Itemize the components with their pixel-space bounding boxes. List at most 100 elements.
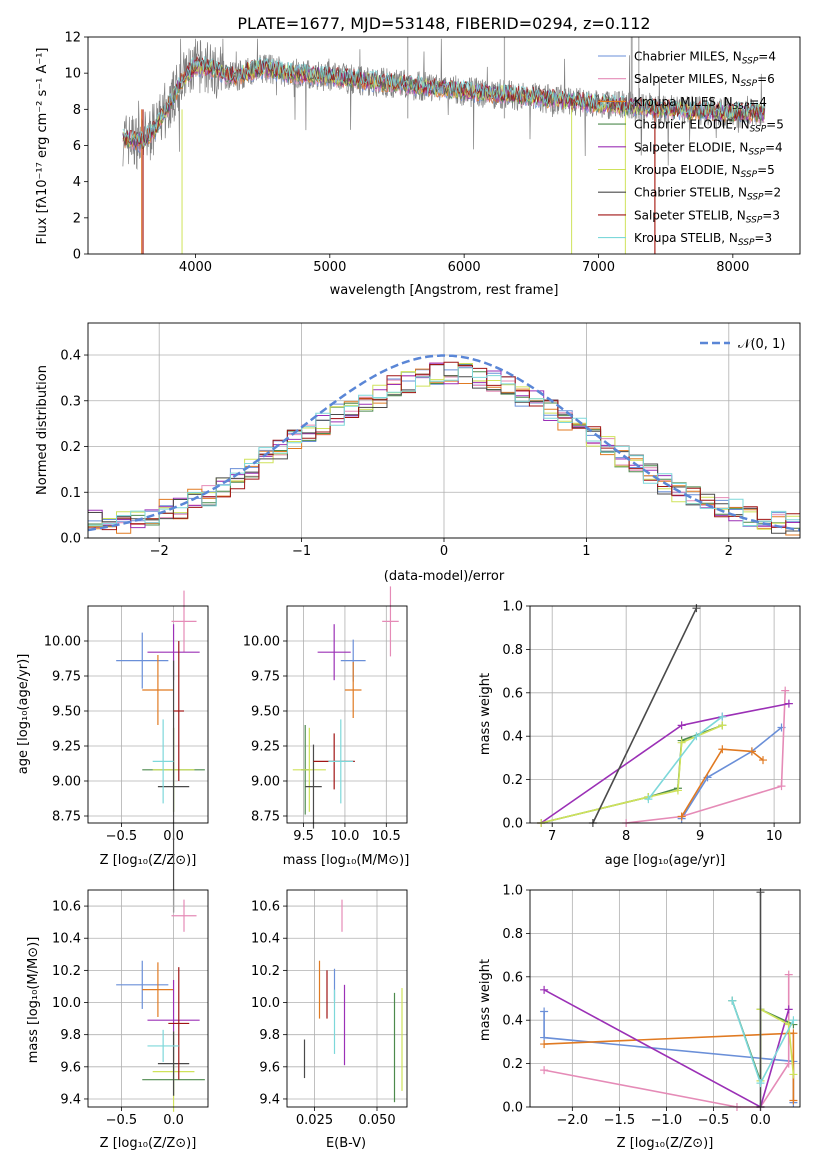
residuals-ylabel: Normed distribution	[35, 365, 50, 495]
weight_vs_age-marker-kroupa-elodie	[673, 786, 682, 795]
weight_vs_age-gridlines	[530, 605, 800, 824]
spectrum-legend: Chabrier MILES, NSSP=4 Salpeter MILES, NS…	[598, 50, 784, 248]
residuals-normal-curve	[87, 354, 801, 532]
weight-vs-Z-xlabel: Z [log₁₀(Z/Z⊙)]	[617, 1136, 714, 1151]
spectrum-xlabel: wavelength [Angstrom, rest frame]	[330, 283, 559, 298]
age_vs_mass-ytick-label: 8.75	[251, 810, 280, 825]
weight_vs_age-line-chabrier-elodie	[540, 724, 723, 824]
spectrum-model-kroupa-stelib	[122, 56, 765, 147]
weight_vs_age-line-chabrier-stelib	[592, 607, 698, 824]
weight_vs_Z-xtick-label: −2.0	[557, 1113, 589, 1128]
weight_vs_age-marker-chabrier-stelib	[692, 604, 701, 613]
weight_vs_Z-marker-salpeter-elodie	[540, 985, 549, 994]
weight_vs_Z-ytick-label: 0.4	[502, 1014, 523, 1029]
weight_vs_age-line-kroupa-elodie	[540, 724, 723, 824]
weight_vs_age-ytick-label: 0.0	[502, 817, 523, 832]
residuals-xlabel: (data-model)/error	[384, 569, 505, 584]
spectrum-panel: PLATE=1677, MJD=53148, FIBERID=0294, z=0…	[35, 14, 801, 298]
residuals-xtick-label: 0	[440, 544, 448, 559]
spectrum-xtick-label: 5000	[313, 260, 346, 275]
residuals-xtick-label: −1	[292, 544, 311, 559]
mass_vs_ebv-xtick-label: 0.050	[358, 1113, 395, 1128]
weight_vs_Z-marker-kroupa-miles	[789, 1096, 798, 1105]
age_vs_mass-frame	[286, 605, 408, 824]
age-vs-Z-xlabel: Z [log₁₀(Z/Z⊙)]	[100, 853, 197, 868]
age_vs_mass-xtick-label: 10.0	[330, 829, 359, 844]
weight-vs-Z-ylabel: mass weight	[478, 959, 493, 1041]
weight_vs_Z-marker-chabrier-stelib	[756, 888, 765, 897]
mass_vs_ebv-ytick-label: 10.4	[251, 932, 280, 947]
age_vs_Z-ytick-label: 9.00	[52, 775, 81, 790]
mass_vs_ebv-ytick-label: 9.4	[259, 1092, 280, 1107]
legend-label: Salpeter MILES, NSSP=6	[634, 72, 775, 89]
weight_vs_age-marker-salpeter-miles	[781, 686, 790, 695]
weight-vs-age-ylabel: mass weight	[478, 673, 493, 755]
weight_vs_age-marker-kroupa-stelib	[644, 795, 653, 804]
spectrum-xtick-label: 6000	[448, 260, 481, 275]
residuals-legend-label: 𝒩(0, 1)	[738, 337, 785, 352]
legend-label: Kroupa STELIB, NSSP=3	[634, 231, 772, 248]
weight_vs_age-marker-kroupa-stelib	[692, 732, 701, 741]
residuals-ytick-label: 0.3	[60, 394, 81, 409]
mass_vs_Z-frame	[87, 889, 209, 1108]
residuals-panel: (data-model)/error Normed distribution −…	[35, 322, 801, 584]
legend-label: Kroupa ELODIE, NSSP=5	[634, 163, 775, 180]
weight_vs_Z-xtick-label: −1.0	[651, 1113, 683, 1128]
weight-vs-Z-panel: Z [log₁₀(Z/Z⊙)] mass weight −2.0 −1.5 −1.0…	[478, 884, 801, 1151]
weight_vs_age-marker-kroupa-elodie	[718, 721, 727, 730]
spectrum-ytick-label: 10	[64, 67, 81, 82]
weight-vs-age-xlabel: age [log₁₀(age/yr)]	[605, 853, 726, 868]
mass-vs-ebv-xlabel: E(B-V)	[326, 1136, 366, 1151]
weight_vs_Z-marker-chabrier-miles	[540, 1007, 549, 1016]
mass_vs_ebv-xtick-label: 0.025	[296, 1113, 333, 1128]
age_vs_Z-xtick-label: −0.5	[106, 829, 138, 844]
weight_vs_Z-marker-kroupa-stelib	[756, 1079, 765, 1088]
weight_vs_age-ytick-label: 1.0	[502, 600, 523, 615]
age_vs_mass-xtick-label: 9.5	[293, 829, 314, 844]
mass_vs_Z-gridlines	[88, 890, 208, 1107]
mass-vs-ebv-panel: E(B-V) 0.025 0.050 9.4 9.6 9.8 10.0 10.2 10.4 10…	[251, 889, 408, 1151]
weight_vs_Z-ytick-label: 0.2	[502, 1057, 523, 1072]
weight_vs_Z-xtick-label: 0.0	[750, 1113, 771, 1128]
mass_vs_Z-ytick-label: 10.2	[52, 964, 81, 979]
legend-label: Salpeter STELIB, NSSP=3	[634, 208, 780, 225]
weight_vs_age-marker-kroupa-elodie	[677, 738, 686, 747]
mass_vs_Z-ytick-label: 10.0	[52, 996, 81, 1011]
mass_vs_Z-ytick-label: 10.6	[52, 900, 81, 915]
weight_vs_age-marker-kroupa-miles	[747, 747, 756, 756]
age-vs-Z-panel: Z [log₁₀(Z/Z⊙)] age [log₁₀(age/yr)] −0.5…	[16, 590, 209, 913]
residuals-ytick-label: 0.0	[60, 532, 81, 547]
age_vs_mass-ytick-label: 9.75	[251, 670, 280, 685]
spectrum-ytick-label: 8	[73, 103, 81, 118]
spectrum-xtick-label: 8000	[716, 260, 749, 275]
weight_vs_Z-marker-kroupa-elodie	[789, 1070, 798, 1079]
spectrum-xtick-label: 4000	[179, 260, 212, 275]
age-vs-Z-ylabel: age [log₁₀(age/yr)]	[16, 654, 31, 775]
mass-vs-Z-panel: Z [log₁₀(Z/Z⊙)] mass [log₁₀(M/M⊙)] −0.5 0…	[26, 889, 209, 1151]
weight_vs_age-line-chabrier-miles	[680, 726, 783, 820]
spectrum-ytick-label: 12	[64, 31, 81, 46]
weight_vs_Z-marker-salpeter-miles	[784, 970, 793, 979]
weight_vs_Z-xtick-label: −1.5	[604, 1113, 636, 1128]
weight_vs_Z-marker-salpeter-miles	[784, 1059, 793, 1068]
age_vs_Z-ytick-label: 8.75	[52, 810, 81, 825]
legend-label: Chabrier MILES, NSSP=4	[634, 50, 776, 67]
legend-label: Salpeter ELODIE, NSSP=4	[634, 140, 783, 157]
weight_vs_age-frame	[529, 605, 801, 824]
age_vs_mass-xtick-label: 10.5	[372, 829, 401, 844]
weight_vs_age-xtick-label: 7	[548, 829, 556, 844]
mass_vs_Z-ytick-label: 10.4	[52, 932, 81, 947]
weight_vs_age-xtick-label: 10	[766, 829, 783, 844]
age_vs_mass-ytick-label: 9.50	[251, 705, 280, 720]
legend-label: Chabrier ELODIE, NSSP=5	[634, 118, 784, 135]
mass_vs_Z-ytick-label: 9.6	[60, 1060, 81, 1075]
weight_vs_Z-ytick-label: 1.0	[502, 884, 523, 899]
age_vs_mass-ytick-label: 9.00	[251, 775, 280, 790]
age_vs_mass-gridlines	[287, 606, 407, 823]
residuals-frame	[87, 322, 801, 539]
residuals-ytick-label: 0.4	[60, 349, 81, 364]
weight_vs_age-marker-salpeter-elodie	[784, 699, 793, 708]
spectrum-title: PLATE=1677, MJD=53148, FIBERID=0294, z=0…	[237, 14, 650, 33]
residuals-xtick-label: 1	[582, 544, 590, 559]
